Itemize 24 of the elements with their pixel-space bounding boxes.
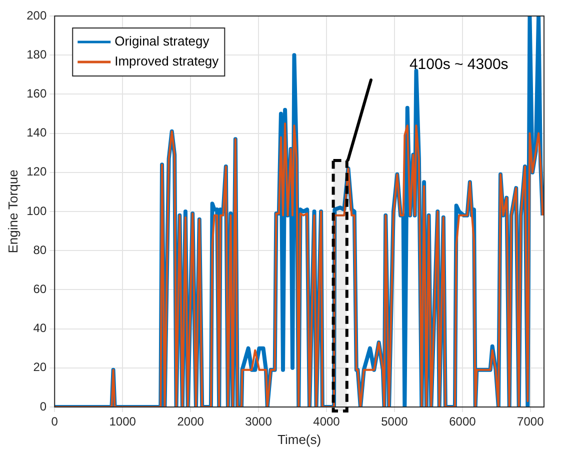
legend-label: Improved strategy (114, 54, 220, 69)
y-tick-label: 120 (26, 164, 47, 179)
y-axis-title: Engine Torque (5, 170, 20, 254)
x-tick-label: 4000 (313, 414, 340, 429)
x-tick-label: 0 (51, 414, 58, 429)
y-tick-label: 160 (26, 86, 47, 101)
y-tick-label: 140 (26, 126, 47, 140)
y-tick-label: 80 (33, 242, 47, 257)
annotation: 4100s ~ 4300s (409, 56, 508, 74)
y-tick-label: 20 (33, 360, 47, 374)
y-tick-label: 200 (26, 8, 47, 22)
y-tick-label: 180 (26, 47, 47, 62)
y-tick-label: 0 (40, 399, 47, 414)
x-tick-label: 6000 (449, 414, 476, 429)
x-tick-label: 1000 (109, 414, 136, 429)
y-tick-label: 40 (33, 321, 47, 336)
x-tick-label: 7000 (517, 414, 544, 429)
x-tick-label: 2000 (177, 414, 204, 429)
x-tick-label: 5000 (381, 414, 408, 429)
x-tick-label: 3000 (245, 414, 272, 429)
legend-label: Original strategy (114, 34, 210, 49)
y-tick-label: 60 (33, 282, 47, 296)
x-axis-title: Time(s) (278, 432, 322, 447)
y-tick-label: 100 (26, 204, 47, 218)
